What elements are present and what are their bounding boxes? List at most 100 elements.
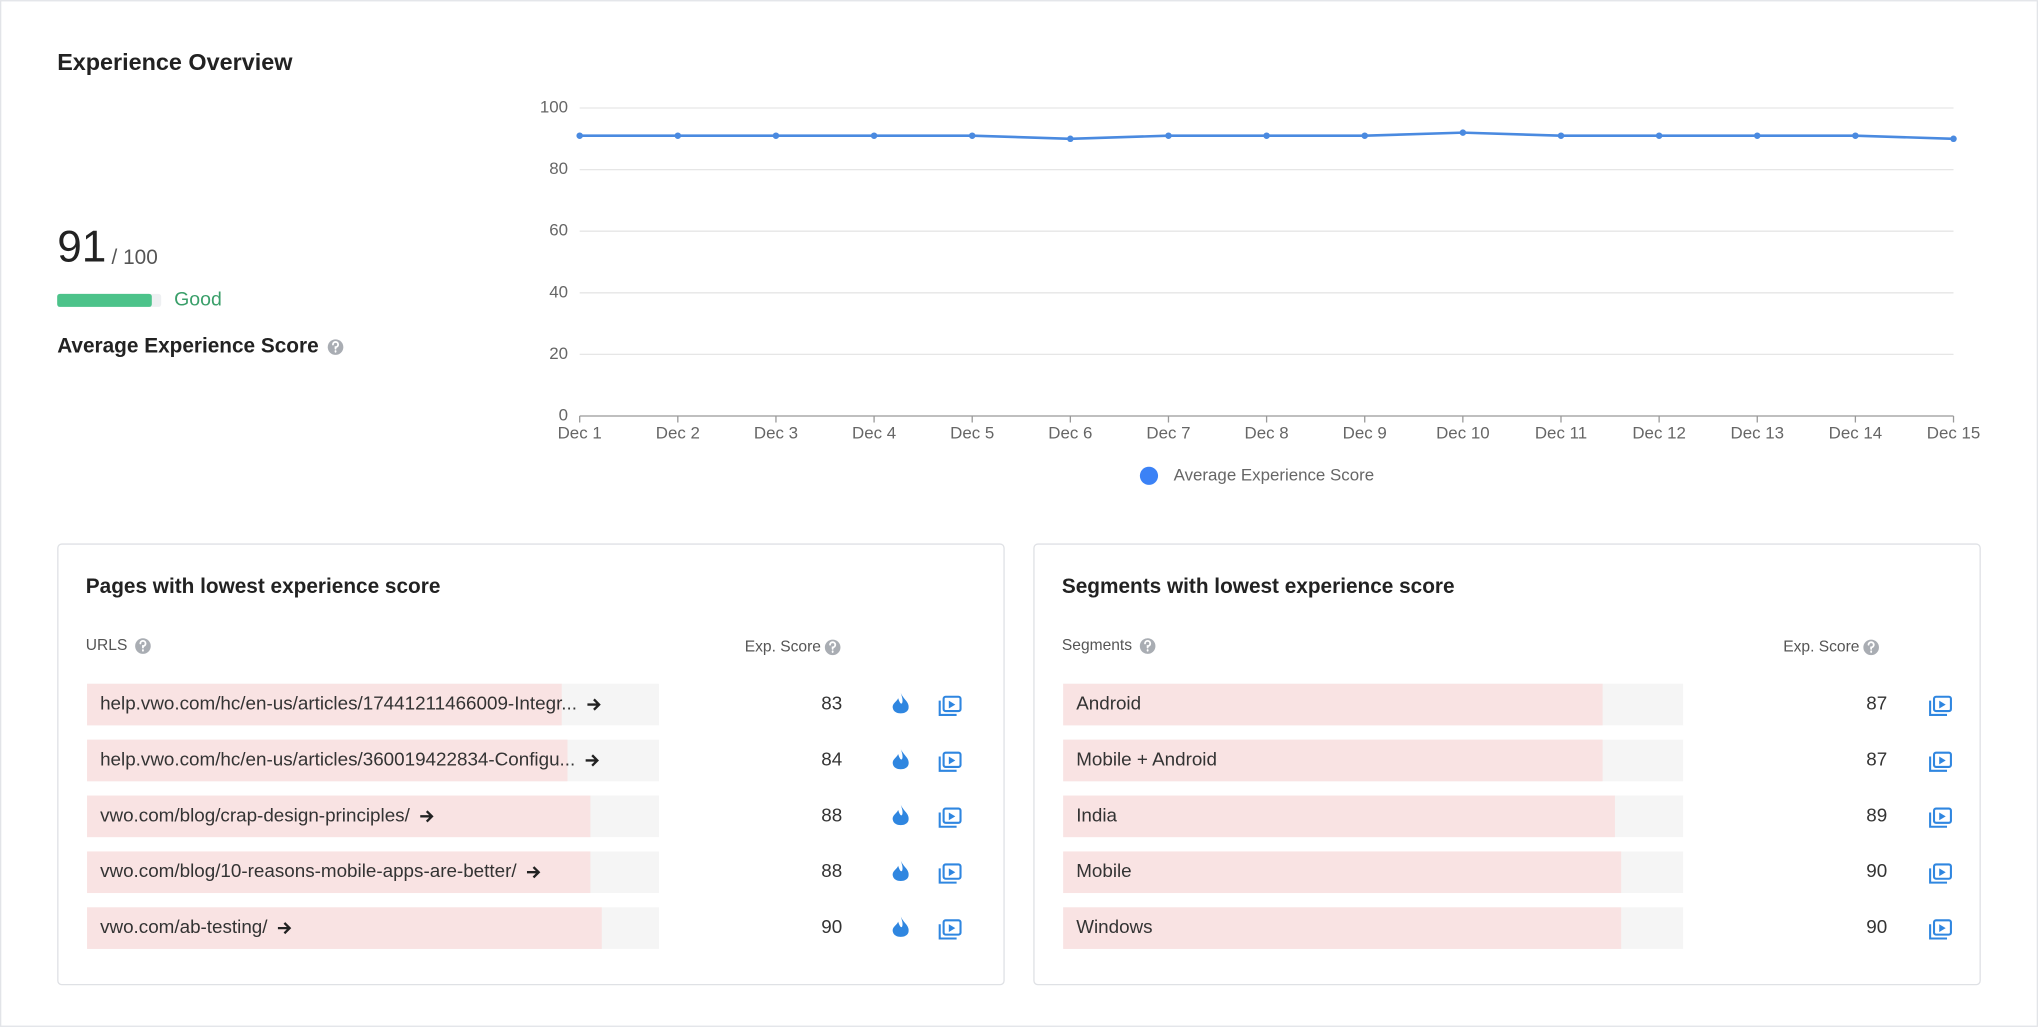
x-tick-label: Dec 2 — [656, 424, 700, 443]
row-score: 83 — [821, 693, 842, 714]
x-tick-label: Dec 4 — [852, 424, 896, 443]
column-header: Exp. Score — [745, 638, 821, 655]
score-max: / 100 — [112, 246, 158, 269]
data-point — [674, 132, 682, 139]
recording-icon[interactable] — [942, 919, 962, 936]
score-bar — [87, 851, 591, 894]
help-glyph — [139, 639, 147, 652]
score-fill — [57, 293, 152, 307]
data-point — [772, 132, 780, 139]
row-label[interactable]: help.vwo.com/hc/en-us/articles/174412114… — [100, 693, 577, 714]
data-point — [1067, 135, 1074, 143]
data-point — [968, 132, 976, 139]
y-tick-label: 0 — [559, 405, 568, 424]
link-arrow[interactable] — [277, 922, 292, 935]
column-header: Exp. Score — [1783, 638, 1859, 655]
recording-icon[interactable] — [942, 751, 962, 768]
recording-icon[interactable] — [1932, 863, 1952, 880]
link-arrow[interactable] — [526, 866, 541, 879]
heatmap-icon[interactable] — [892, 860, 909, 882]
legend-swatch[interactable] — [1139, 466, 1159, 485]
recording-icon-back — [1929, 924, 1948, 940]
score-rating: Good — [174, 288, 222, 310]
recording-icon-play — [948, 868, 956, 877]
recording-icon-play — [948, 756, 956, 765]
recording-icon-back — [938, 812, 957, 828]
recording-icon-back — [938, 700, 957, 717]
legend-label[interactable]: Average Experience Score — [1174, 465, 1374, 484]
data-point — [1459, 129, 1467, 136]
data-point — [1852, 132, 1859, 139]
x-tick-label: Dec 6 — [1048, 424, 1092, 443]
data-point — [1655, 132, 1663, 139]
data-point — [1950, 135, 1957, 143]
card-title: Experience Overview — [57, 49, 293, 75]
recording-icon-play — [1939, 756, 1946, 765]
score-bar — [87, 795, 591, 838]
y-tick-label: 40 — [549, 282, 568, 301]
heatmap-icon[interactable] — [892, 692, 909, 714]
recording-icon-back — [1929, 812, 1948, 828]
row-label[interactable]: help.vwo.com/hc/en-us/articles/360019422… — [100, 748, 575, 769]
row-score: 88 — [821, 860, 842, 881]
y-tick-label: 20 — [549, 344, 568, 363]
heatmap-icon[interactable] — [892, 804, 909, 826]
row-label[interactable]: vwo.com/blog/10-reasons-mobile-apps-are-… — [100, 860, 517, 881]
x-tick-label: Dec 9 — [1343, 424, 1387, 443]
row-score: 90 — [821, 916, 842, 937]
recording-icon-play — [1939, 700, 1946, 709]
recording-icon-play — [1939, 868, 1946, 877]
help-glyph — [1867, 641, 1875, 653]
link-arrow[interactable] — [420, 810, 434, 823]
row-label: Mobile + Android — [1076, 748, 1217, 769]
recording-icon-play — [1939, 924, 1946, 933]
heatmap-icon[interactable] — [892, 916, 909, 937]
x-tick-label: Dec 12 — [1632, 424, 1685, 443]
recording-icon-back — [1929, 700, 1948, 717]
recording-icon-play — [1939, 812, 1946, 821]
row-label[interactable]: vwo.com/ab-testing/ — [100, 916, 268, 937]
x-tick-label: Dec 3 — [754, 424, 798, 443]
heatmap-icon[interactable] — [892, 748, 909, 770]
recording-icon[interactable] — [1932, 751, 1952, 768]
column-header: Segments — [1062, 637, 1132, 654]
row-label: Windows — [1076, 916, 1152, 937]
panel-title: Segments with lowest experience score — [1062, 575, 1455, 598]
x-tick-label: Dec 8 — [1245, 424, 1289, 443]
x-tick-label: Dec 13 — [1731, 424, 1784, 443]
row-score: 89 — [1866, 804, 1887, 825]
row-score: 87 — [1866, 693, 1887, 714]
recording-icon-back — [1929, 756, 1948, 772]
help-glyph — [829, 641, 837, 653]
recording-icon[interactable] — [1932, 695, 1952, 713]
recording-icon[interactable] — [942, 807, 962, 824]
data-point — [1361, 132, 1368, 139]
data-point — [870, 132, 878, 139]
x-tick-label: Dec 7 — [1146, 424, 1190, 443]
row-score: 90 — [1866, 916, 1887, 937]
link-arrow[interactable] — [585, 754, 600, 767]
recording-icon[interactable] — [1932, 807, 1952, 824]
recording-icon[interactable] — [942, 863, 962, 880]
row-score: 90 — [1866, 860, 1887, 881]
recording-icon-back — [938, 924, 957, 940]
score-value: 91 — [57, 222, 106, 271]
x-tick-label: Dec 10 — [1436, 424, 1489, 443]
recording-icon[interactable] — [942, 695, 962, 713]
score-bar — [87, 683, 562, 726]
row-label: Mobile — [1076, 860, 1131, 881]
y-tick-label: 80 — [549, 159, 568, 178]
recording-icon-back — [938, 868, 957, 884]
x-tick-label: Dec 15 — [1927, 424, 1980, 443]
x-tick-label: Dec 14 — [1829, 424, 1882, 443]
help-glyph — [332, 341, 340, 353]
score-label: Average Experience Score — [57, 335, 318, 358]
recording-icon[interactable] — [1932, 919, 1952, 936]
row-label[interactable]: vwo.com/blog/crap-design-principles/ — [100, 804, 411, 825]
score-bar — [87, 739, 568, 782]
panel-title: Pages with lowest experience score — [86, 575, 441, 598]
row-score: 88 — [821, 804, 842, 825]
link-arrow[interactable] — [587, 698, 601, 711]
data-point — [1557, 132, 1565, 139]
x-tick-label: Dec 11 — [1535, 424, 1587, 443]
